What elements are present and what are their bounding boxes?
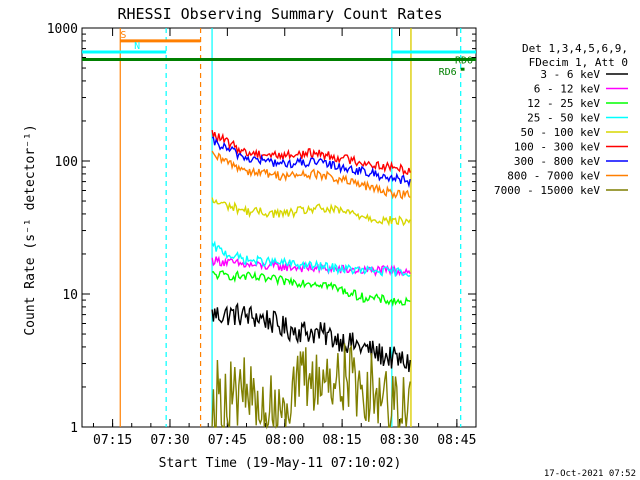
flag-label: RDO — [455, 55, 473, 66]
legend-label: 300 - 800 keV — [514, 155, 600, 168]
legend-label: 3 - 6 keV — [540, 68, 600, 81]
series-line — [211, 343, 411, 430]
y-tick-label: 10 — [62, 288, 78, 303]
legend-label: 12 - 25 keV — [527, 97, 600, 110]
legend-label: 6 - 12 keV — [534, 83, 601, 96]
y-tick-label: 1000 — [47, 22, 78, 37]
timestamp: 17-Oct-2021 07:52 — [544, 469, 636, 479]
plot-frame — [81, 27, 477, 428]
y-tick-label: 1 — [70, 421, 78, 436]
x-tick-label: 07:30 — [150, 433, 189, 448]
plot-area: 1 10 100 1000 07:15 07:30 07:45 08:00 08:15 08:30… — [47, 22, 477, 448]
legend-label: 7000 - 15000 keV — [494, 184, 600, 197]
series-line — [212, 270, 411, 307]
legend-label: 25 - 50 keV — [527, 112, 600, 125]
flag-label: RD6 — [439, 67, 457, 78]
series-line — [211, 129, 411, 176]
x-tick-label: 07:45 — [208, 433, 247, 448]
x-tick-label: 07:15 — [93, 433, 132, 448]
series-line — [211, 197, 411, 227]
legend-label: 100 - 300 keV — [514, 141, 600, 154]
series-line — [211, 302, 411, 373]
series-line — [211, 150, 411, 200]
flag-label: N — [134, 41, 140, 52]
y-tick-label: 100 — [55, 155, 78, 170]
x-tick-label: 08:00 — [265, 433, 304, 448]
x-axis-label: Start Time (19-May-11 07:10:02) — [159, 456, 402, 471]
series-line — [212, 136, 411, 189]
x-tick-label: 08:15 — [323, 433, 362, 448]
chart-title: RHESSI Observing Summary Count Rates — [117, 5, 442, 23]
x-tick-label: 08:45 — [437, 433, 476, 448]
legend-header-line-1: Det 1,3,4,5,6,9, — [522, 42, 628, 55]
legend-label: 800 - 7000 keV — [507, 170, 600, 183]
legend-label: 50 - 100 keV — [521, 126, 601, 139]
y-axis-label: Count Rate (s⁻¹ detector⁻¹) — [23, 124, 38, 335]
flag-label: S — [120, 30, 126, 41]
series-line — [211, 255, 411, 277]
legend-header-line-2: FDecim 1, Att 0 — [529, 56, 628, 69]
x-tick-label: 08:30 — [380, 433, 419, 448]
series-line — [211, 240, 411, 278]
